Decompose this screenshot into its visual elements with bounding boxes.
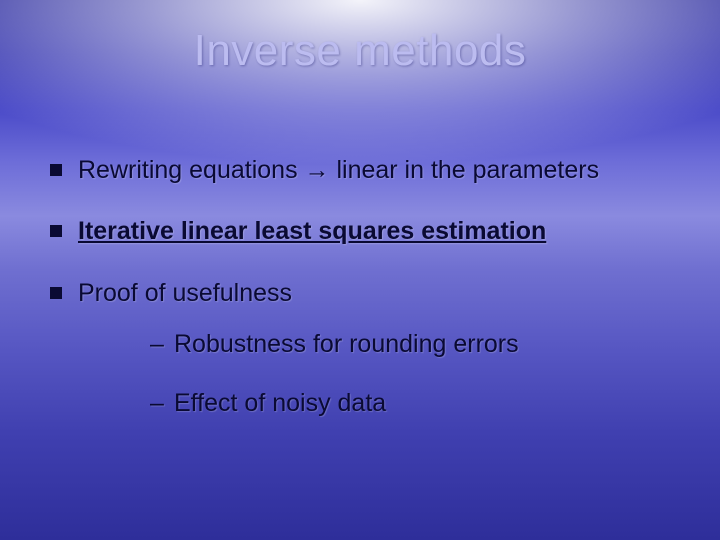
bullet-text-emphasized: Iterative linear least squares estimatio… (78, 217, 546, 245)
slide-title: Inverse methods (0, 26, 720, 76)
bullet-text: Rewriting equations → linear in the para… (78, 156, 599, 184)
slide: Inverse methods Rewriting equations → li… (0, 0, 720, 540)
bullet-text: Proof of usefulness (78, 279, 292, 307)
bullet-list: Rewriting equations → linear in the para… (50, 155, 680, 419)
bullet-item: Proof of usefulness Robustness for round… (50, 278, 680, 420)
slide-content: Rewriting equations → linear in the para… (50, 155, 680, 449)
sub-bullet-item: Effect of noisy data (150, 388, 680, 419)
sub-bullet-item: Robustness for rounding errors (150, 329, 680, 360)
bullet-item: Rewriting equations → linear in the para… (50, 155, 680, 186)
sub-bullet-list: Robustness for rounding errors Effect of… (150, 329, 680, 420)
bullet-item: Iterative linear least squares estimatio… (50, 216, 680, 247)
sub-bullet-text: Robustness for rounding errors (174, 330, 519, 358)
sub-bullet-text: Effect of noisy data (174, 389, 386, 417)
